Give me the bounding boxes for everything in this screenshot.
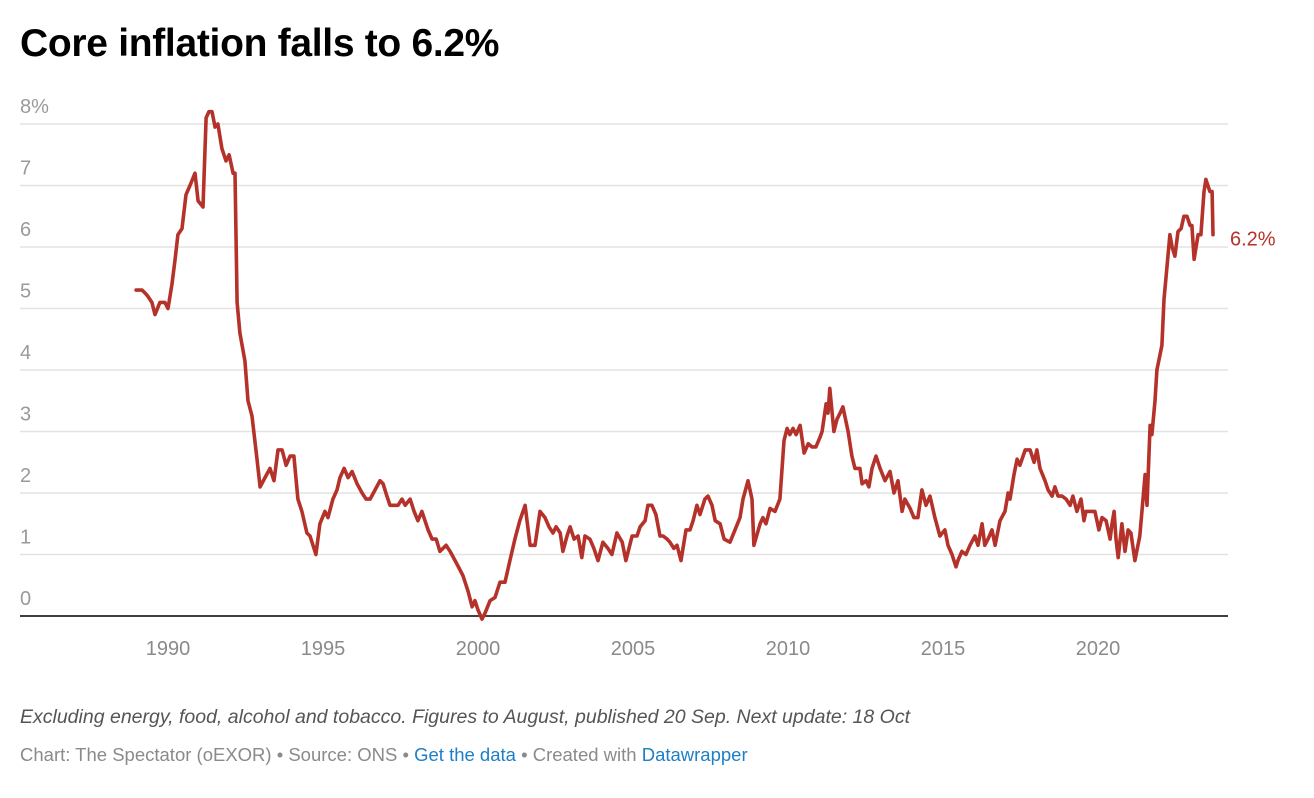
- x-tick-label: 1990: [146, 638, 191, 660]
- x-tick-label: 2010: [766, 638, 811, 660]
- y-tick-label: 7: [20, 158, 31, 180]
- y-tick-label: 2: [20, 465, 31, 487]
- x-tick-label: 2005: [611, 638, 656, 660]
- chart-note: Excluding energy, food, alcohol and toba…: [20, 706, 910, 728]
- series-line-core-inflation: [134, 109, 1215, 621]
- separator: •: [515, 744, 533, 765]
- y-tick-label: 0: [20, 588, 31, 610]
- credit-author: Chart: The Spectator (oEXOR): [20, 744, 272, 765]
- credit-source: Source: ONS: [288, 744, 398, 765]
- y-tick-label: 3: [20, 404, 31, 426]
- x-tick-label: 1995: [301, 638, 346, 660]
- x-tick-label: 2020: [1076, 638, 1121, 660]
- x-tick-label: 2015: [921, 638, 966, 660]
- chart-title: Core inflation falls to 6.2%: [20, 22, 500, 65]
- end-value-label: 6.2%: [1230, 229, 1276, 251]
- x-tick-label: 2000: [456, 638, 501, 660]
- chart-credit: Chart: The Spectator (oEXOR) • Source: O…: [20, 744, 748, 766]
- y-tick-label: 6: [20, 219, 31, 241]
- y-tick-label: 8%: [20, 96, 49, 118]
- y-tick-label: 4: [20, 342, 31, 364]
- y-tick-label: 5: [20, 281, 31, 303]
- datawrapper-link[interactable]: Datawrapper: [641, 744, 748, 765]
- created-with-text: Created with: [532, 744, 642, 765]
- x-axis-ticks: 1990 1995 2000 2005 2010 2015 2020: [146, 638, 1121, 660]
- separator: •: [271, 744, 289, 765]
- y-tick-label: 1: [20, 527, 31, 549]
- y-axis-ticks: 0 1 2 3 4 5 6 7 8%: [20, 96, 49, 610]
- gridlines: [20, 123, 1228, 556]
- separator: •: [397, 744, 415, 765]
- get-the-data-link[interactable]: Get the data: [414, 744, 516, 765]
